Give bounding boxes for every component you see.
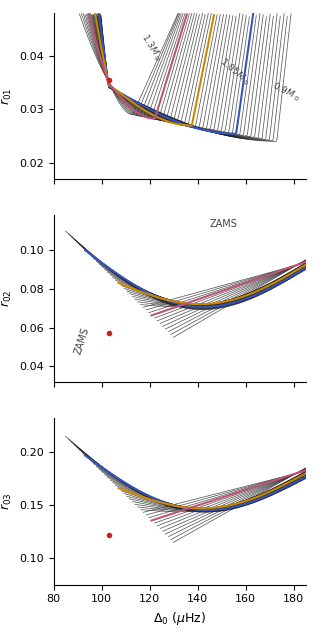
Y-axis label: $\hat{r}_{02}$: $\hat{r}_{02}$ [0,290,14,307]
Text: $0.9M_\odot$: $0.9M_\odot$ [270,80,302,104]
Text: $1.05M_\odot$: $1.05M_\odot$ [217,55,252,88]
Text: ZAMS: ZAMS [73,326,91,356]
Y-axis label: $\hat{r}_{03}$: $\hat{r}_{03}$ [0,492,14,510]
Y-axis label: $\hat{r}_{01}$: $\hat{r}_{01}$ [0,87,14,104]
Text: ZAMS: ZAMS [209,219,238,229]
Text: $1.3M_\odot$: $1.3M_\odot$ [138,32,164,64]
X-axis label: $\Delta_0\ (\mu\mathrm{Hz})$: $\Delta_0\ (\mu\mathrm{Hz})$ [153,610,206,627]
